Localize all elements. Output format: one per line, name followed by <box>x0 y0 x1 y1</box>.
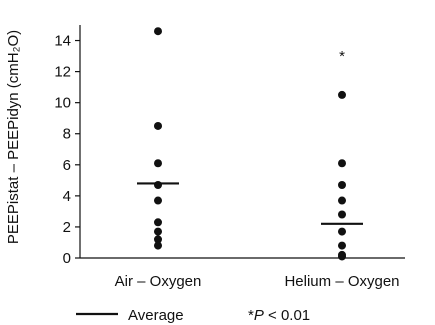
data-point <box>154 235 162 244</box>
data-point <box>338 180 346 189</box>
y-tick-label: 12 <box>54 64 71 81</box>
data-point <box>154 180 162 189</box>
y-tick-label: 14 <box>54 33 71 50</box>
data-point <box>338 227 346 236</box>
y-tick-label: 8 <box>63 126 71 143</box>
data-point <box>154 159 162 168</box>
annotations: * <box>339 48 345 65</box>
legend: Average *P < 0.01 <box>76 307 310 324</box>
plot-area <box>79 25 405 259</box>
legend-significance-star: * <box>248 307 254 324</box>
data-point <box>338 210 346 219</box>
data-point <box>338 159 346 168</box>
average-lines <box>137 182 363 225</box>
legend-significance: *P < 0.01 <box>248 307 310 324</box>
significance-marker: * <box>339 48 345 65</box>
legend-average-label: Average <box>128 307 184 324</box>
data-point <box>154 196 162 205</box>
data-point <box>338 241 346 250</box>
data-point <box>338 196 346 205</box>
y-axis-ticks: 0 2 4 6 8 10 12 14 <box>54 33 80 267</box>
data-point <box>154 241 162 250</box>
legend-significance-p: P <box>254 307 264 324</box>
y-axis-title: PEEPistat – PEEPidyn (cmH₂O) <box>5 30 22 244</box>
data-points <box>154 27 346 261</box>
y-tick-label: 2 <box>63 219 71 236</box>
data-point <box>338 90 346 99</box>
y-tick-label: 0 <box>63 250 71 267</box>
y-tick-label: 4 <box>63 188 71 205</box>
data-point <box>154 227 162 236</box>
y-tick-label: 10 <box>54 95 71 112</box>
legend-significance-threshold: < 0.01 <box>264 307 310 324</box>
data-point <box>338 252 346 261</box>
x-category-label: Helium – Oxygen <box>284 273 399 290</box>
y-tick-label: 6 <box>63 157 71 174</box>
data-point <box>154 27 162 36</box>
x-category-label: Air – Oxygen <box>115 273 202 290</box>
data-point <box>154 121 162 130</box>
data-point <box>154 218 162 227</box>
x-axis-category-labels: Air – Oxygen Helium – Oxygen <box>115 273 400 290</box>
